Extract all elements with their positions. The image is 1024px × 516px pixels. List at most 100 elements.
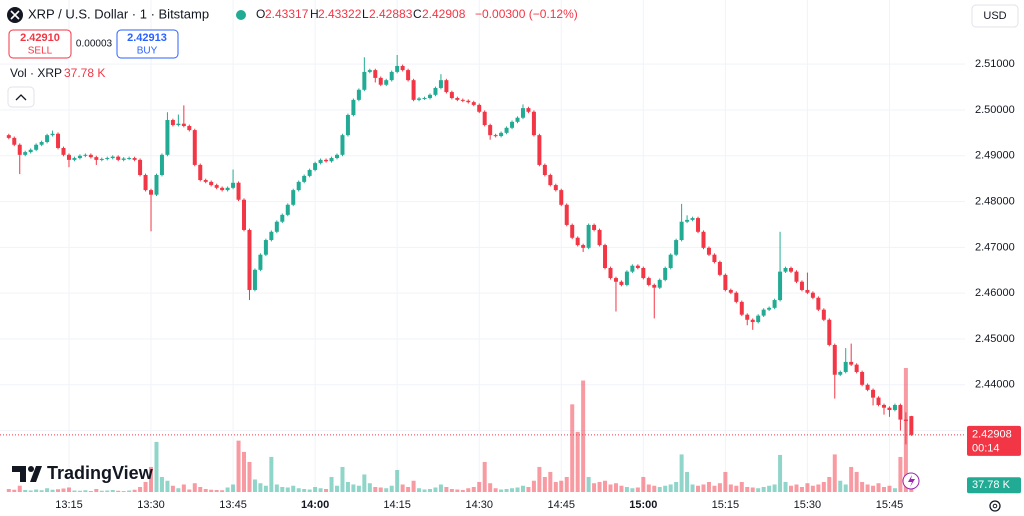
last-price-label: 2.42908 [972, 429, 1012, 441]
x-tick-label: 14:00 [301, 499, 329, 511]
candle-body [789, 267, 794, 272]
volume-bar [575, 431, 580, 492]
volume-bar [646, 484, 651, 492]
candle-body [455, 98, 460, 100]
symbol-title[interactable]: XRP / U.S. Dollar · 1 · Bitstamp [28, 6, 209, 21]
candle-body [438, 80, 443, 88]
logo-mark [28, 466, 34, 472]
settings-button[interactable] [989, 500, 1001, 512]
volume-bar [329, 476, 334, 492]
volume-bar [88, 490, 93, 492]
ohlc-label: L [362, 7, 369, 21]
candle-body [192, 130, 197, 165]
candle-body [427, 94, 432, 99]
candle-body [892, 404, 897, 410]
volume-bar [66, 487, 71, 492]
x-tick-label: 15:45 [876, 499, 904, 511]
collapse-button[interactable] [7, 86, 35, 108]
x-tick-label: 13:30 [137, 499, 165, 511]
volume-bar [395, 469, 400, 492]
volume-bar [362, 474, 367, 492]
volume-bar [548, 471, 553, 492]
candle-body [94, 157, 99, 160]
candle-body [805, 289, 810, 293]
volume-bar [701, 484, 706, 492]
candle-body [17, 144, 22, 155]
sell-button[interactable] [8, 29, 72, 59]
volume-bar [635, 487, 640, 492]
volume-bar [121, 490, 126, 492]
candle-body [854, 364, 859, 372]
volume-bar [794, 484, 799, 492]
buy-button[interactable] [116, 29, 179, 59]
candle-body [389, 71, 394, 81]
volume-bar [772, 484, 777, 492]
collapse-icon [15, 94, 27, 101]
volume-bar [865, 484, 870, 492]
logo-mark [12, 466, 26, 482]
candle-body [61, 147, 66, 155]
volume-bar [269, 456, 274, 492]
volume-bar [165, 480, 170, 492]
candle-body [110, 156, 115, 159]
candle-body [296, 181, 301, 191]
ohlc-value: 2.42908 [422, 7, 466, 21]
candle-body [674, 240, 679, 255]
volume-bar [712, 485, 717, 492]
candle-body [493, 135, 498, 137]
ohlc-label: C [413, 7, 422, 21]
candle-body [860, 371, 865, 385]
candle-body [592, 224, 597, 230]
candle-body [198, 164, 203, 181]
candle-body [510, 121, 515, 128]
market-status[interactable] [236, 10, 246, 20]
volume-bar [783, 481, 788, 492]
candle-body [252, 269, 257, 290]
candle-body [603, 245, 608, 268]
candle-body [72, 158, 77, 160]
volume-bar [630, 488, 635, 492]
volume-bar [531, 480, 536, 492]
volume-bar [597, 481, 602, 492]
candle-body [504, 127, 509, 133]
volume-bar [384, 488, 389, 492]
candle-body [165, 120, 170, 155]
candle-body [745, 314, 750, 320]
volume-bar [657, 486, 662, 492]
volume-bar [296, 488, 301, 492]
volume-bar [444, 486, 449, 492]
volume-bar [526, 486, 531, 492]
volume-bar [477, 481, 482, 492]
volume-bar [668, 484, 673, 492]
volume-bar [581, 380, 586, 492]
candle-body [706, 247, 711, 255]
currency-button[interactable] [971, 4, 1019, 28]
volume-bar [34, 489, 39, 492]
volume-bar [373, 486, 378, 492]
countdown: 00:14 [972, 443, 1000, 455]
candle-body [586, 224, 591, 248]
candle-body [66, 154, 71, 160]
candle-body [56, 133, 61, 148]
volume-bar [767, 485, 772, 492]
candle-body [411, 80, 416, 100]
candle-body [362, 71, 367, 90]
candle-body [23, 152, 28, 155]
candle-body [559, 190, 564, 205]
settings-icon [992, 503, 998, 509]
candle-body [734, 292, 739, 302]
candle-body [143, 174, 148, 191]
candle-body [258, 254, 263, 270]
volume-bar [739, 481, 744, 492]
x-tick-label: 15:30 [794, 499, 822, 511]
candle-body [531, 111, 536, 136]
candle-body [849, 361, 854, 365]
candle-body [778, 271, 783, 301]
candle-body [231, 182, 236, 188]
volume-bar [291, 485, 296, 492]
candle-body [247, 229, 252, 290]
candle-body [783, 267, 788, 272]
volume-bar [132, 489, 137, 492]
volume-bar [876, 483, 881, 492]
